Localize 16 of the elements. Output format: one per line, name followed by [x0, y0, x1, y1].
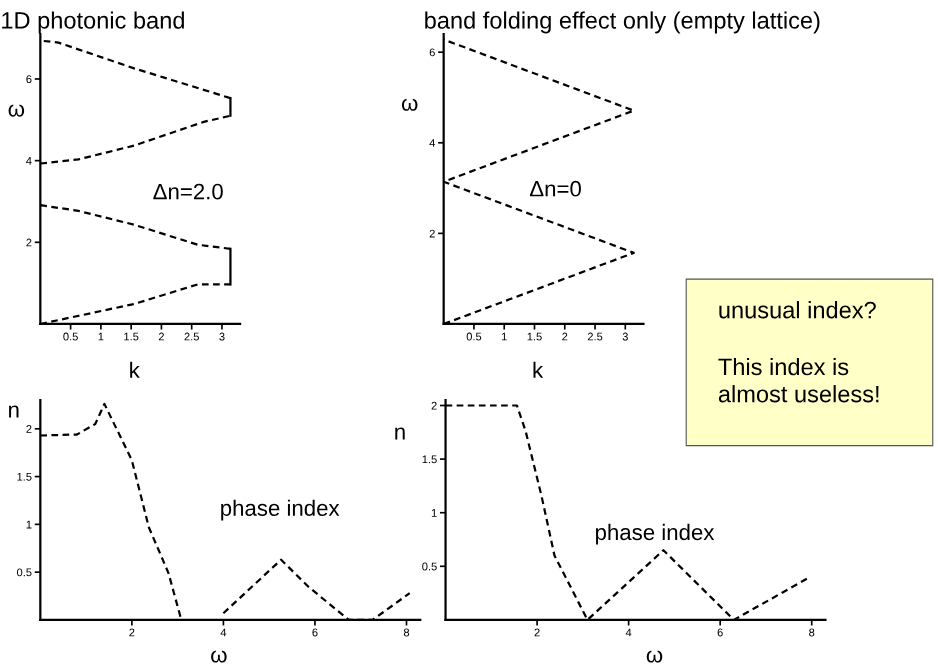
annotation: phase index — [596, 523, 715, 545]
chart-title: 1D photonic band — [2, 11, 184, 34]
x-axis-title: k — [130, 361, 140, 378]
x-axis-title: ω — [646, 650, 663, 663]
annotation: phase index — [221, 499, 340, 521]
y-axis-title: ω — [401, 98, 418, 111]
x-axis-title: ω — [211, 650, 227, 663]
y-axis-title: n — [395, 427, 405, 440]
chart-title: band folding effect only (empty lattice) — [425, 11, 820, 34]
annotation: Δn=2.0 — [153, 183, 223, 200]
text: unusual index? — [719, 301, 876, 319]
annotation: This index is almost useless! — [718, 357, 879, 403]
x-axis-title: k — [533, 361, 544, 378]
annotation: Δn=0 — [529, 180, 581, 197]
y-axis-title: n — [9, 405, 19, 418]
y-axis-title: ω — [8, 104, 25, 117]
